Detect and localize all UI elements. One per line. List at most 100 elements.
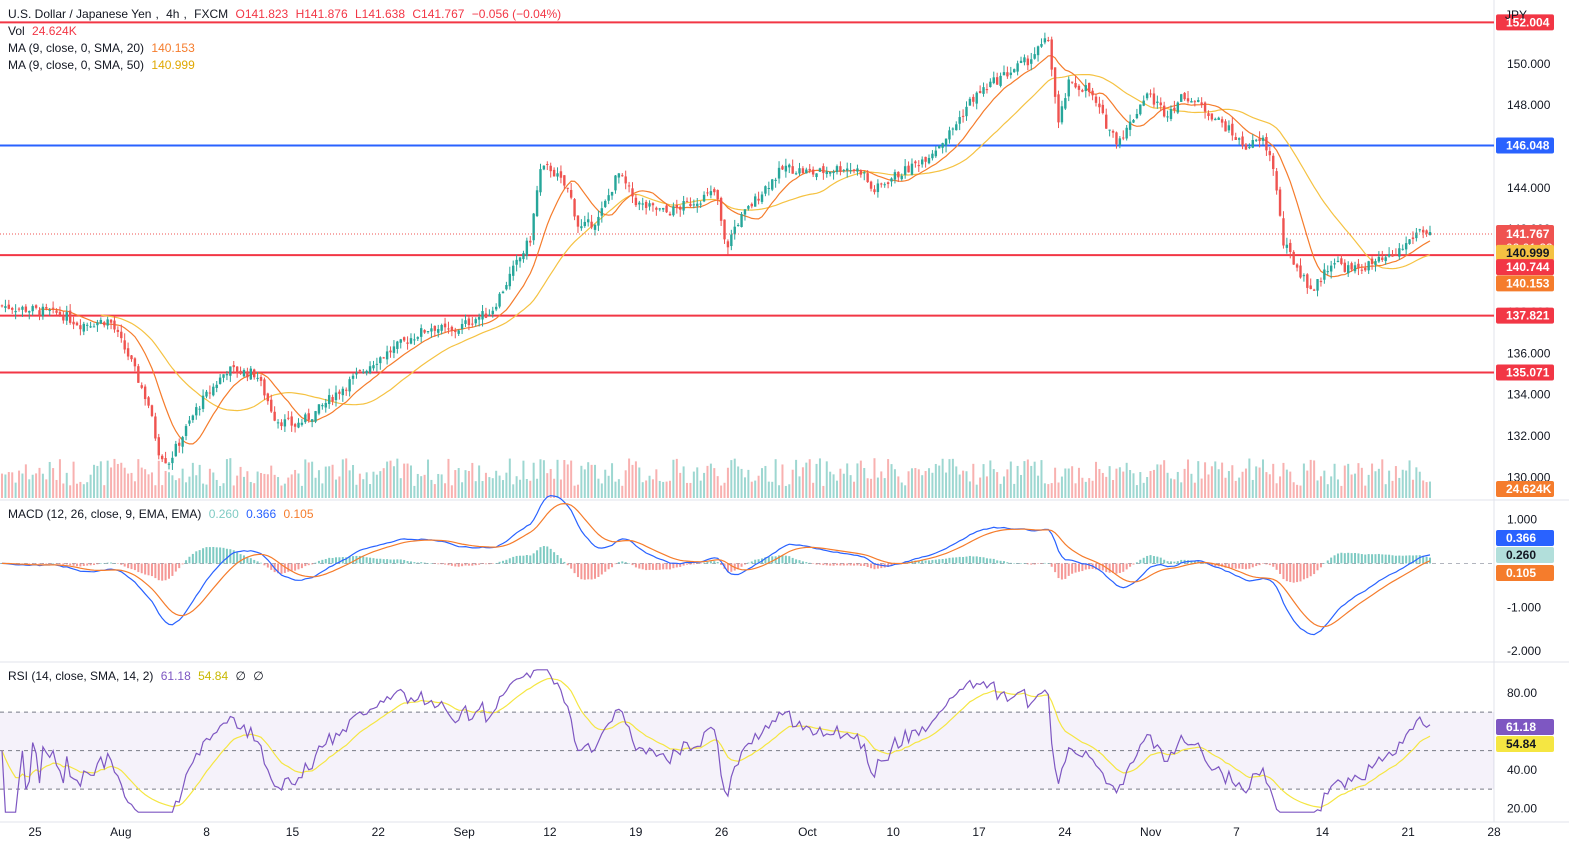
macd-hist-bar [290, 563, 293, 572]
volume-bar [147, 474, 150, 498]
volume-bar [825, 461, 828, 498]
macd-hist-bar [1009, 562, 1012, 564]
candle-body [1343, 262, 1346, 272]
volume-bar [536, 478, 539, 498]
candle-body [1347, 265, 1350, 274]
macd-hist-bar [263, 563, 266, 566]
macd-hist-bar [420, 562, 423, 564]
volume-bar [928, 468, 931, 498]
macd-hist-bar [140, 563, 143, 574]
candle-body [222, 374, 225, 378]
rsi-legend[interactable]: RSI (14, close, SMA, 14, 2) 61.18 54.84 … [8, 669, 268, 683]
macd-hist-bar [651, 563, 654, 570]
candle-body [433, 325, 437, 331]
volume-bar [1415, 467, 1418, 498]
macd-hist-bar [1013, 563, 1016, 564]
candle-body [549, 165, 552, 172]
candle-body [1135, 113, 1139, 119]
volume-bar [945, 472, 948, 498]
candle-body [972, 96, 975, 102]
volume-bar [185, 482, 188, 498]
candle-body [1156, 101, 1159, 104]
ma20-legend[interactable]: MA (9, close, 0, SMA, 20) 140.153 [8, 40, 199, 57]
candle-body [982, 87, 985, 94]
volume-bar [570, 460, 573, 498]
price-axis-tick: 144.000 [1507, 181, 1551, 195]
macd-hist-bar [962, 557, 965, 564]
candle-body [1357, 263, 1360, 269]
volume-bar [1193, 482, 1196, 498]
candle-body [1019, 60, 1023, 63]
candle-body [1234, 137, 1237, 141]
candle-body [1162, 105, 1166, 117]
volume-bar [720, 485, 723, 498]
volume-bar [1180, 482, 1183, 498]
macd-hist-bar [979, 556, 982, 564]
level-label-bg [1496, 307, 1554, 324]
candle-body [1094, 96, 1098, 103]
volume-bar [1371, 463, 1374, 498]
volume-bar [242, 476, 245, 498]
volume-bar [924, 471, 927, 498]
volume-bar [215, 479, 218, 498]
macd-hist-bar [106, 562, 109, 564]
candle-body [583, 221, 586, 227]
volume-legend[interactable]: Vol 24.624K [8, 23, 81, 40]
candle-body [706, 192, 709, 194]
symbol-name[interactable]: U.S. Dollar / Japanese Yen [8, 7, 152, 21]
macd-hist-bar [570, 563, 573, 569]
volume-bar [437, 473, 440, 498]
macd-hist-bar [529, 555, 532, 564]
volume-bar [815, 463, 818, 498]
time-axis-label: Aug [110, 825, 131, 839]
candle-body [167, 463, 171, 465]
macd-hist-bar [825, 563, 828, 566]
candle-body [62, 315, 65, 321]
candle-body [668, 213, 672, 216]
macd-hist-bar [280, 563, 283, 574]
candle-body [92, 326, 96, 328]
macd-hist-bar [1381, 554, 1384, 564]
volume-bar [352, 464, 355, 498]
candle-body [948, 130, 951, 140]
macd-hist-bar [1129, 563, 1132, 567]
macd-hist-bar [658, 563, 661, 570]
candle-body [586, 219, 590, 223]
macd-hist-bar [890, 563, 893, 566]
symbol-interval: 4h [166, 7, 180, 21]
volume-bar [110, 467, 113, 498]
macd-hist-bar [307, 563, 310, 566]
macd-hist-bar [1057, 563, 1060, 579]
macd-hist-bar [801, 561, 804, 564]
volume-bar [696, 467, 699, 498]
macd-label: MACD (12, 26, close, 9, EMA, EMA) [8, 507, 202, 521]
macd-hist-bar [120, 563, 123, 565]
volume-bar [573, 485, 576, 498]
candle-body [1053, 67, 1057, 97]
candle-body [968, 98, 972, 106]
candle-body [130, 355, 133, 360]
macd-hist-bar [597, 563, 600, 577]
candle-body [1023, 57, 1026, 63]
volume-bar [464, 470, 467, 498]
macd-hist-bar [621, 561, 624, 564]
volume-bar [457, 468, 460, 498]
macd-hist-bar [266, 563, 269, 568]
volume-bar [236, 475, 239, 498]
volume-bar [82, 484, 85, 498]
candle-body [396, 341, 399, 349]
ma50-legend[interactable]: MA (9, close, 0, SMA, 50) 140.999 [8, 57, 199, 74]
macd-legend[interactable]: MACD (12, 26, close, 9, EMA, EMA) 0.260 … [8, 507, 318, 521]
macd-hist-bar [1371, 554, 1374, 564]
volume-bar [713, 468, 716, 498]
macd-hist-bar [362, 556, 365, 564]
volume-bar [1207, 474, 1210, 498]
volume-bar [662, 481, 665, 498]
time-axis-label: Oct [798, 825, 817, 839]
volume-bar [689, 482, 692, 498]
volume-bar [1047, 484, 1050, 498]
candle-body [1009, 72, 1013, 76]
candle-body [0, 305, 4, 307]
macd-hist-bar [198, 550, 201, 564]
